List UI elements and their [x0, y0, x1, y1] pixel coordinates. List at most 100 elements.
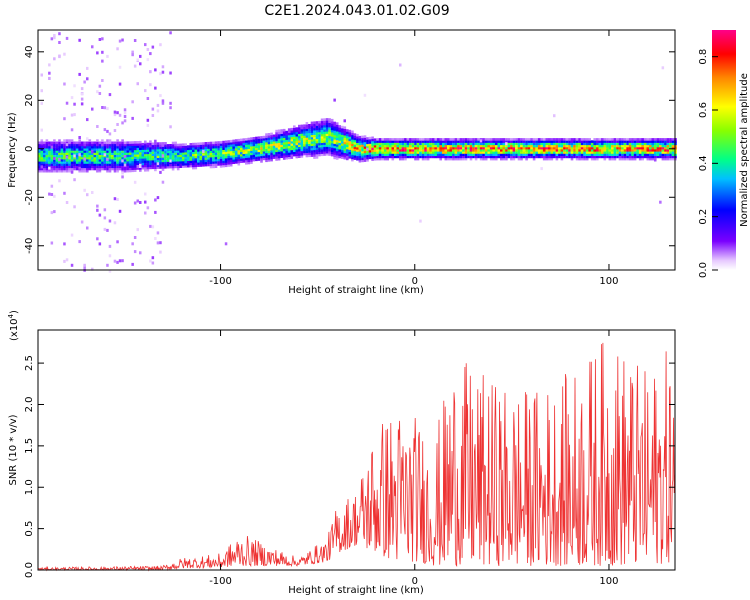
spectrogram-cell: [287, 141, 291, 144]
spectrogram-cell: [621, 151, 624, 154]
spectrogram-cell: [45, 163, 49, 166]
y-tick-label: 2.5: [24, 355, 35, 371]
spectrogram-cell: [310, 130, 314, 133]
spectrogram-cell: [626, 151, 629, 154]
spectrogram-cell: [505, 146, 508, 150]
spectrogram-cell: [325, 124, 329, 128]
spectrogram-noise-cell: [106, 107, 109, 111]
spectrogram-cell: [303, 148, 306, 151]
spectrogram-cell: [176, 154, 180, 158]
spectrogram-cell: [522, 149, 526, 152]
spectrogram-noise-cell: [108, 269, 112, 273]
spectrogram-cell: [596, 153, 599, 156]
y-tick-label: 1.0: [24, 479, 35, 495]
spectrogram-cell: [603, 146, 607, 150]
spectrogram-cell: [628, 157, 632, 161]
spectrogram-cell: [214, 158, 218, 162]
spectrogram-cell: [545, 142, 549, 146]
spectrogram-cell: [88, 148, 92, 151]
spectrogram-cell: [267, 146, 271, 149]
spectrogram-cell: [671, 146, 675, 150]
spectrogram-cell: [376, 149, 379, 152]
spectrogram-cell: [93, 159, 97, 162]
spectrogram-cell: [555, 144, 559, 148]
spectrogram-cell: [338, 129, 341, 133]
spectrogram-cell: [40, 163, 44, 166]
spectrogram-cell: [219, 158, 223, 162]
spectrogram-cell: [631, 157, 634, 161]
spectrogram-cell: [232, 150, 235, 154]
spectrogram-noise-cell: [65, 258, 69, 262]
spectrogram-x-ticks: -100 0 100: [209, 30, 619, 287]
spectrogram-noise-cell: [202, 150, 205, 153]
spectrogram-cell: [661, 155, 665, 159]
spectrogram-cell: [643, 144, 647, 148]
spectrogram-cell: [141, 162, 145, 166]
spectrogram-cell: [212, 163, 215, 166]
spectrogram-noise-cell: [133, 236, 137, 239]
spectrogram-cell: [588, 149, 591, 152]
spectrogram-cell: [58, 169, 61, 173]
spectrogram-cell: [457, 149, 460, 152]
spectrogram-cell: [270, 137, 273, 140]
spectrogram-cell: [285, 156, 288, 160]
spectrogram-cell: [144, 164, 147, 168]
spectrogram-cell: [363, 152, 367, 156]
spectrogram-cell: [431, 142, 435, 146]
spectrogram-noise-cell: [80, 92, 84, 96]
spectrogram-cell: [449, 157, 453, 161]
spectrogram-cell: [537, 151, 541, 154]
spectrogram-cell: [474, 142, 478, 146]
spectrogram-cell: [75, 165, 79, 169]
spectrogram-cell: [368, 156, 372, 160]
spectrogram-cell: [515, 155, 518, 159]
spectrogram-cell: [293, 147, 296, 150]
spectrogram-cell: [421, 140, 425, 143]
spectrogram-cell: [495, 155, 498, 159]
spectrogram-cell: [43, 167, 46, 171]
spectrogram-cell: [479, 144, 483, 148]
spectrogram-cell: [537, 155, 541, 159]
spectrogram-cell: [464, 142, 468, 146]
spectrogram-cell: [330, 121, 334, 124]
spectrogram-cell: [43, 163, 46, 166]
spectrogram-cell: [262, 157, 266, 161]
spectrogram-noise-cell: [53, 194, 56, 198]
spectrogram-cell: [457, 142, 460, 146]
spectrogram-cell: [510, 142, 513, 146]
spectrogram-cell: [242, 140, 246, 144]
spectrogram-cell: [489, 138, 493, 141]
spectrogram-cell: [646, 146, 650, 150]
spectrogram-cell: [462, 142, 465, 146]
spectrogram-cell: [70, 150, 74, 153]
spectrogram-noise-cell: [131, 100, 134, 104]
spectrogram-cell: [457, 146, 460, 150]
spectrogram-cell: [651, 142, 655, 146]
spectrogram-cell: [535, 144, 538, 148]
spectrogram-cell: [409, 144, 412, 148]
spectrogram-cell: [464, 151, 468, 154]
spectrogram-cell: [603, 149, 607, 152]
spectrogram-cell: [553, 155, 556, 159]
spectrogram-cell: [55, 165, 59, 169]
spectrogram-cell: [313, 138, 316, 142]
spectrogram-cell: [144, 142, 147, 146]
spectrogram-cell: [40, 139, 44, 142]
spectrogram-cell: [166, 148, 170, 151]
spectrogram-cell: [55, 152, 59, 155]
spectrogram-cell: [495, 140, 498, 143]
spectrogram-cell: [255, 141, 258, 144]
spectrogram-cell: [287, 156, 291, 160]
spectrogram-cell: [139, 156, 142, 159]
spectrogram-cell: [290, 156, 294, 159]
spectrogram-cell: [80, 167, 84, 171]
spectrogram-cell: [361, 135, 364, 139]
spectrogram-cell: [40, 150, 44, 153]
spectrogram-cell: [406, 140, 410, 143]
spectrogram-cell: [257, 156, 261, 159]
spectrogram-cell: [588, 151, 591, 154]
spectrogram-cell: [669, 144, 672, 148]
spectrogram-cell: [601, 153, 604, 156]
spectrogram-cell: [381, 151, 384, 154]
spectrogram-noise-cell: [144, 200, 147, 204]
